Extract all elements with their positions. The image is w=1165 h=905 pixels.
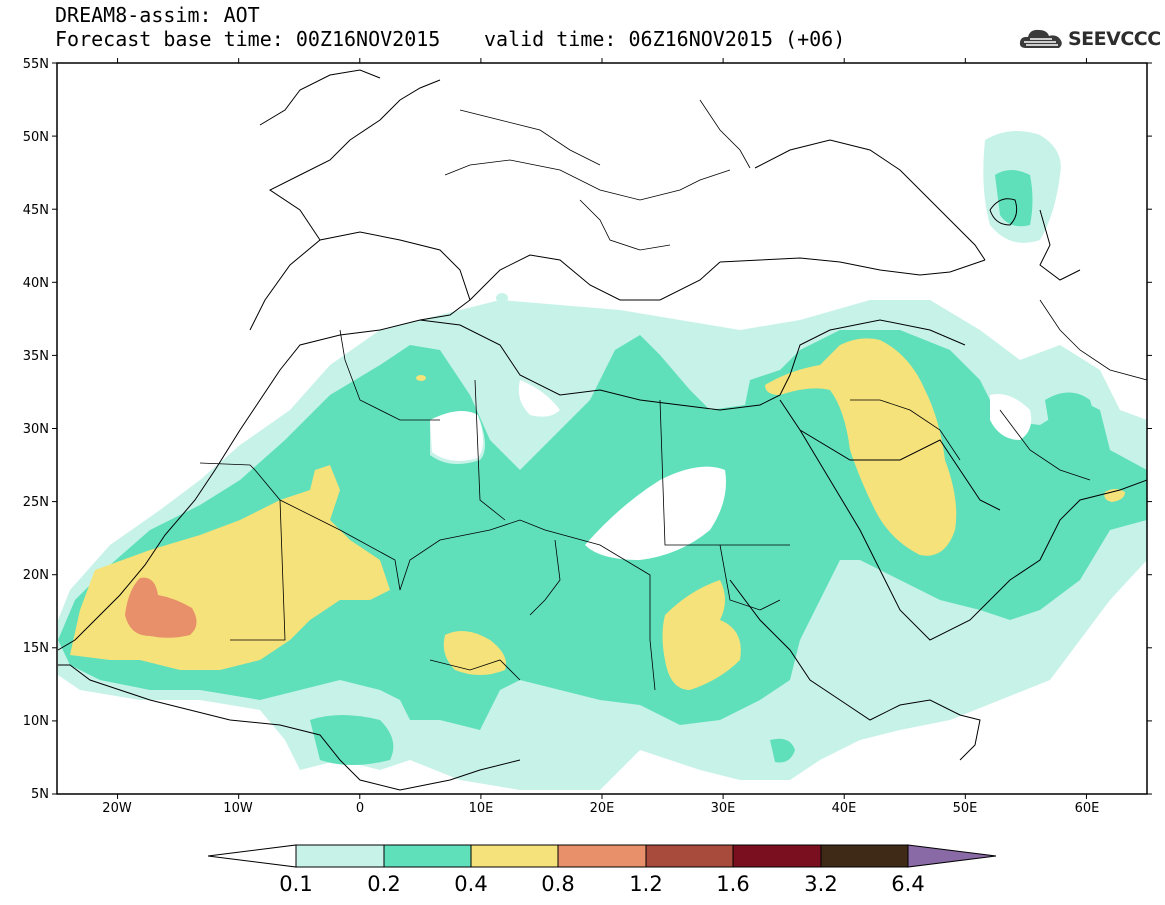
colorbar-segment bbox=[295, 844, 385, 868]
forecast-base-time: Forecast base time: 00Z16NOV2015 bbox=[55, 27, 441, 51]
map-title: DREAM8-assim: AOT bbox=[55, 3, 260, 27]
lat-label: 25N bbox=[23, 495, 49, 510]
colorbar-under-arrow bbox=[207, 844, 297, 868]
colorbar-label: 1.6 bbox=[716, 872, 749, 896]
logo-text: SEEVCCC bbox=[1068, 28, 1161, 50]
colorbar-label: 3.2 bbox=[804, 872, 837, 896]
colorbar-label: 0.1 bbox=[279, 872, 312, 896]
aot-field bbox=[58, 131, 1147, 790]
colorbar-segment bbox=[557, 844, 647, 868]
lat-label: 55N bbox=[23, 57, 49, 72]
lon-label: 20W bbox=[102, 801, 132, 816]
colorbar-segment bbox=[383, 844, 472, 868]
lat-label: 45N bbox=[23, 203, 49, 218]
colorbar-segment bbox=[820, 844, 909, 868]
colorbar-segment bbox=[645, 844, 734, 868]
lat-label: 35N bbox=[23, 349, 49, 364]
lat-label: 20N bbox=[23, 568, 49, 583]
axis-ticks bbox=[52, 58, 1152, 799]
aot-level-0-4 bbox=[70, 338, 1125, 690]
lon-label: 10E bbox=[469, 801, 494, 816]
seevccc-logo: SEEVCCC bbox=[1018, 26, 1161, 52]
lon-label: 60E bbox=[1075, 801, 1100, 816]
colorbar bbox=[207, 844, 997, 868]
lon-label: 40E bbox=[832, 801, 857, 816]
colorbar-label: 6.4 bbox=[891, 872, 924, 896]
lat-label: 40N bbox=[23, 276, 49, 291]
lon-label: 0 bbox=[356, 801, 364, 816]
colorbar-label: 0.4 bbox=[454, 872, 487, 896]
lon-label: 10W bbox=[223, 801, 253, 816]
lon-label: 20E bbox=[590, 801, 615, 816]
colorbar-over-arrow bbox=[907, 844, 997, 868]
coastlines bbox=[57, 69, 1147, 791]
lon-label: 30E bbox=[711, 801, 736, 816]
lat-label: 50N bbox=[23, 130, 49, 145]
colorbar-label: 0.2 bbox=[367, 872, 400, 896]
colorbar-segment bbox=[470, 844, 559, 868]
cloud-icon bbox=[1019, 29, 1062, 48]
colorbar-label: 0.8 bbox=[541, 872, 574, 896]
valid-time: valid time: 06Z16NOV2015 (+06) bbox=[484, 27, 846, 51]
lat-label: 15N bbox=[23, 641, 49, 656]
lat-label: 5N bbox=[31, 787, 49, 802]
aot-level-0-8 bbox=[125, 577, 197, 638]
lon-label: 50E bbox=[953, 801, 978, 816]
lat-label: 30N bbox=[23, 422, 49, 437]
lat-label: 10N bbox=[23, 714, 49, 729]
aot-low-areas bbox=[430, 380, 1032, 560]
colorbar-segment bbox=[732, 844, 822, 868]
colorbar-label: 1.2 bbox=[629, 872, 662, 896]
country-borders bbox=[199, 99, 1147, 691]
